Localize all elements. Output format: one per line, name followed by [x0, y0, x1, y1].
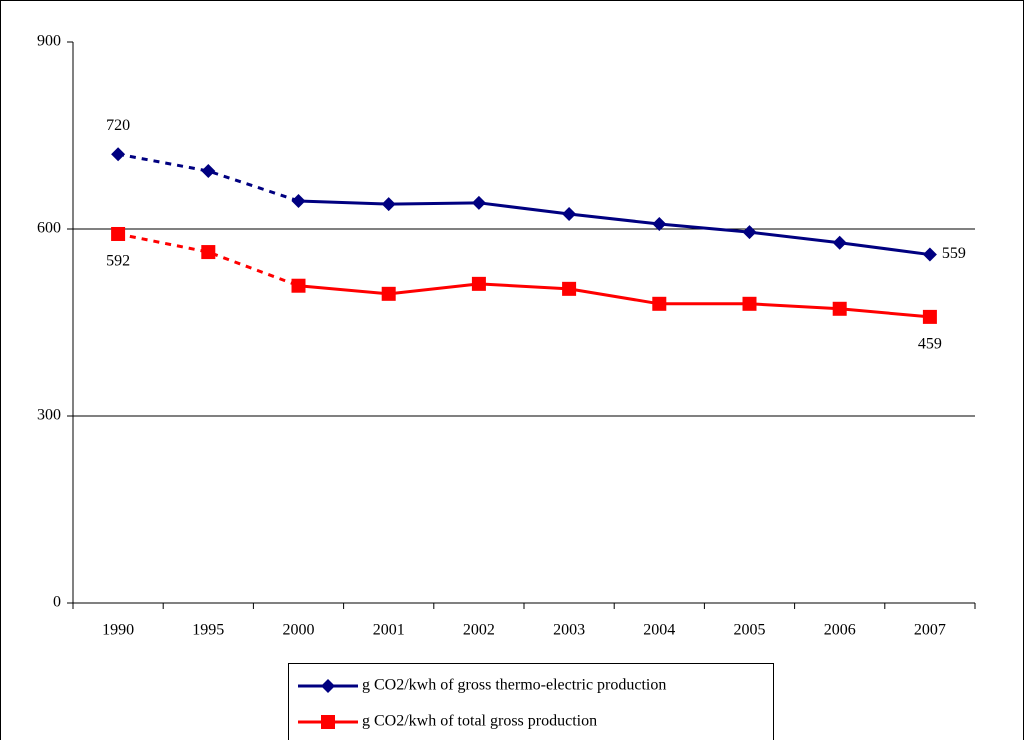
legend-label: g CO2/kwh of total gross production — [362, 713, 597, 730]
point — [291, 278, 306, 293]
x-tick-label: 2004 — [643, 622, 675, 639]
point — [652, 296, 667, 311]
point — [201, 245, 216, 260]
point — [471, 195, 486, 210]
x-tick-label: 2003 — [553, 622, 585, 639]
point — [201, 164, 216, 179]
x-tick-label: 1990 — [102, 622, 134, 639]
x-tick-label: 2001 — [373, 622, 405, 639]
series-line — [298, 282, 931, 319]
point — [742, 296, 757, 311]
x-tick-label: 1995 — [192, 622, 224, 639]
x-tick-label: 2000 — [283, 622, 315, 639]
data-label: 559 — [942, 245, 966, 262]
point — [111, 226, 126, 241]
point — [111, 147, 126, 162]
y-tick-label: 0 — [53, 594, 61, 611]
point — [922, 247, 937, 262]
x-tick-label: 2005 — [734, 622, 766, 639]
legend-label: g CO2/kwh of gross thermo-electric produ… — [362, 677, 666, 694]
point — [832, 235, 847, 250]
point — [381, 286, 396, 301]
legend-box — [288, 663, 774, 740]
legend-marker — [321, 715, 335, 729]
y-tick-label: 300 — [37, 407, 61, 424]
data-label: 592 — [106, 253, 130, 270]
y-tick-label: 600 — [37, 220, 61, 237]
point — [652, 217, 667, 232]
x-tick-label: 2002 — [463, 622, 495, 639]
point — [381, 197, 396, 212]
point — [922, 309, 937, 324]
legend-marker — [321, 679, 335, 693]
point — [562, 281, 577, 296]
series-line — [298, 199, 931, 257]
point — [471, 276, 486, 291]
x-tick-label: 2007 — [914, 622, 946, 639]
data-label: 459 — [918, 336, 942, 353]
point — [562, 207, 577, 222]
point — [291, 193, 306, 208]
point — [742, 225, 757, 240]
point — [832, 301, 847, 316]
y-tick-label: 900 — [37, 33, 61, 50]
x-tick-label: 2006 — [824, 622, 856, 639]
series-line-dashed — [117, 232, 300, 288]
data-label: 720 — [106, 117, 130, 134]
